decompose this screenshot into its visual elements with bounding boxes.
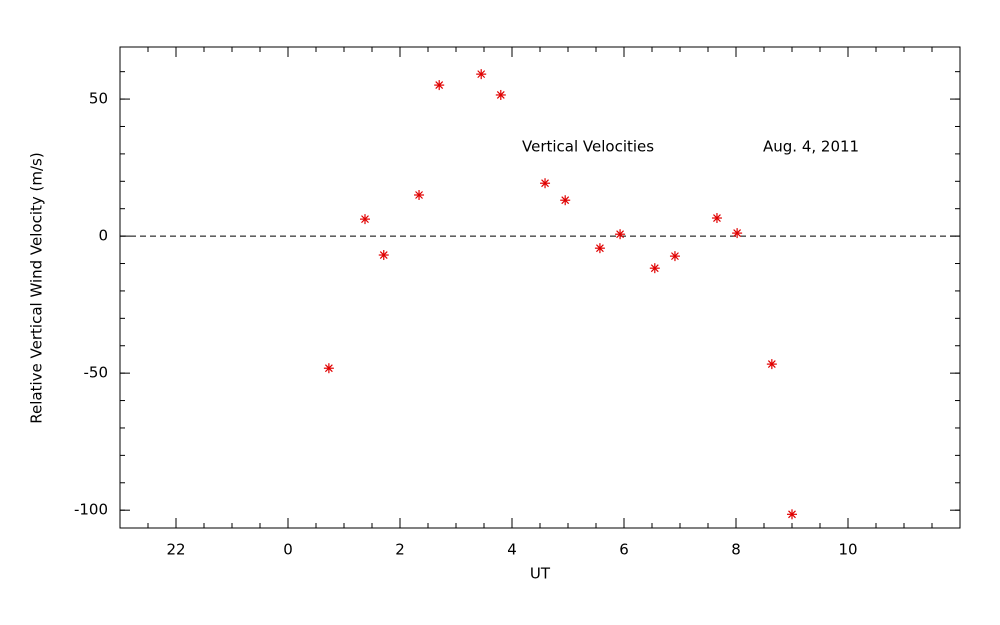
asterisk-stroke	[415, 191, 423, 199]
asterisk-stroke	[541, 179, 549, 188]
data-point	[434, 80, 445, 91]
y-tick-label: 0	[98, 227, 108, 245]
data-point	[323, 363, 334, 374]
data-point	[476, 69, 487, 80]
x-tick-label: 10	[838, 541, 857, 559]
data-point	[414, 190, 425, 200]
data-point	[378, 250, 389, 261]
data-point	[711, 213, 722, 224]
y-tick-label: -100	[74, 501, 108, 519]
asterisk-stroke	[324, 364, 333, 373]
asterisk-stroke	[671, 252, 679, 261]
y-tick-label: 50	[89, 90, 108, 108]
x-tick-label: 6	[619, 541, 629, 559]
data-point	[540, 178, 551, 189]
data-point	[649, 263, 660, 274]
asterisk-stroke	[379, 251, 388, 259]
annotation: Vertical Velocities	[522, 138, 654, 156]
asterisk-stroke	[435, 81, 444, 90]
data-point	[560, 195, 571, 206]
asterisk-stroke	[561, 196, 570, 205]
asterisk-stroke	[361, 215, 369, 224]
data-point	[615, 229, 626, 240]
data-point	[360, 214, 370, 225]
asterisk-stroke	[496, 91, 505, 99]
data-point	[766, 359, 777, 370]
asterisk-stroke	[713, 214, 721, 222]
x-tick-label: 2	[395, 541, 405, 559]
asterisk-stroke	[788, 510, 796, 519]
x-tick-label: 22	[166, 541, 185, 559]
asterisk-stroke	[616, 230, 625, 239]
data-point	[594, 243, 605, 254]
asterisk-stroke	[595, 244, 604, 253]
x-tick-label: 8	[731, 541, 741, 559]
asterisk-stroke	[733, 229, 742, 238]
x-tick-label: 0	[283, 541, 293, 559]
asterisk-stroke	[767, 360, 776, 369]
plot-frame	[119, 46, 961, 529]
x-axis-label: UT	[530, 565, 551, 583]
asterisk-stroke	[477, 70, 486, 79]
x-tick-label: 4	[507, 541, 517, 559]
annotation: Aug. 4, 2011	[763, 138, 859, 156]
y-tick-label: -50	[84, 364, 109, 382]
y-axis-label: Relative Vertical Wind Velocity (m/s)	[28, 152, 46, 423]
asterisk-stroke	[650, 264, 659, 273]
data-point	[732, 228, 743, 239]
data-point	[669, 251, 680, 262]
data-point	[495, 89, 506, 100]
data-point	[787, 509, 797, 520]
